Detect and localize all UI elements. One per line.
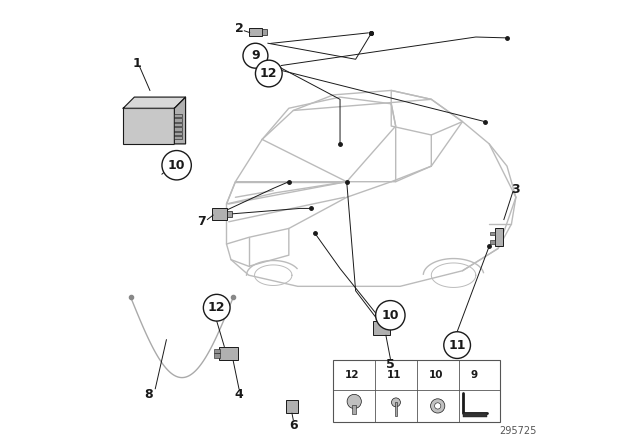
FancyBboxPatch shape (219, 347, 237, 360)
FancyBboxPatch shape (378, 311, 386, 321)
FancyBboxPatch shape (212, 208, 227, 220)
Text: 9: 9 (251, 49, 260, 62)
FancyBboxPatch shape (285, 400, 298, 413)
Bar (173, 118, 182, 121)
FancyBboxPatch shape (124, 108, 175, 144)
FancyBboxPatch shape (373, 321, 390, 335)
Bar (173, 127, 182, 130)
Text: 12: 12 (345, 370, 360, 380)
Circle shape (392, 398, 401, 407)
Text: 11: 11 (449, 339, 466, 352)
Text: 10: 10 (429, 370, 443, 380)
Text: 2: 2 (235, 22, 243, 35)
Text: 5: 5 (386, 358, 395, 371)
FancyBboxPatch shape (227, 211, 232, 217)
FancyBboxPatch shape (214, 353, 220, 358)
Text: 12: 12 (260, 67, 278, 80)
Circle shape (431, 399, 445, 413)
Circle shape (444, 332, 470, 358)
Circle shape (255, 60, 282, 87)
FancyBboxPatch shape (495, 228, 504, 246)
FancyBboxPatch shape (490, 232, 495, 235)
Bar (352, 405, 356, 414)
Polygon shape (175, 97, 186, 144)
Text: 6: 6 (289, 419, 298, 432)
Text: 12: 12 (208, 301, 225, 314)
Bar (173, 136, 182, 139)
Text: 10: 10 (381, 309, 399, 322)
Circle shape (243, 43, 268, 68)
Text: 4: 4 (235, 388, 243, 401)
Circle shape (435, 403, 441, 409)
FancyBboxPatch shape (214, 349, 220, 353)
Bar (395, 402, 397, 416)
Text: 7: 7 (196, 215, 205, 228)
Circle shape (204, 294, 230, 321)
FancyBboxPatch shape (490, 241, 495, 244)
Bar (173, 132, 182, 135)
Bar (463, 413, 487, 417)
Text: 295725: 295725 (499, 426, 537, 436)
Circle shape (347, 394, 362, 409)
Text: 3: 3 (511, 183, 520, 196)
Text: 1: 1 (132, 57, 141, 70)
Text: 9: 9 (470, 370, 477, 380)
Text: 8: 8 (144, 388, 153, 401)
Circle shape (376, 301, 405, 330)
FancyBboxPatch shape (249, 28, 262, 36)
Text: 10: 10 (168, 159, 186, 172)
Text: 11: 11 (387, 370, 401, 380)
Bar (173, 123, 182, 126)
Circle shape (162, 151, 191, 180)
Polygon shape (124, 97, 186, 108)
Bar (333, 360, 500, 422)
FancyBboxPatch shape (262, 29, 268, 35)
Bar (173, 114, 182, 117)
